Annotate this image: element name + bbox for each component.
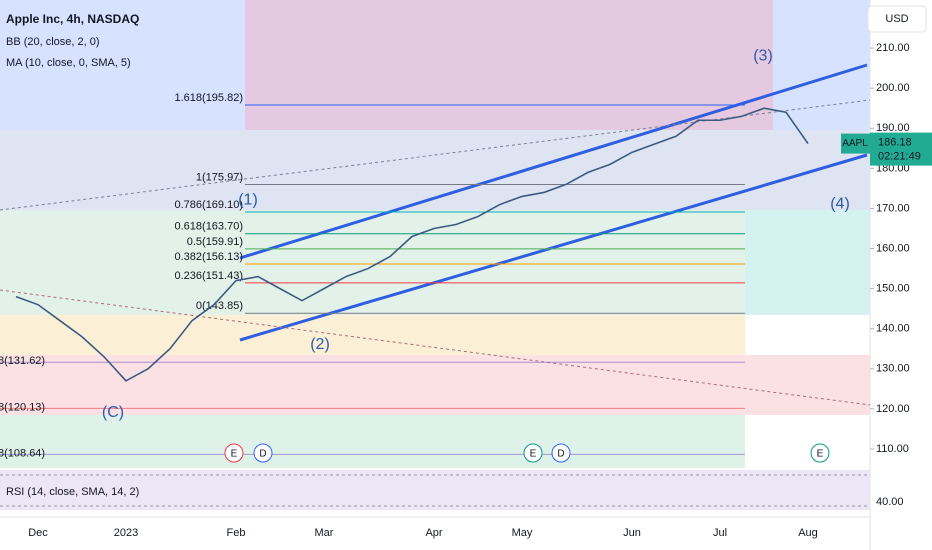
wave-label: (2) [310,336,330,353]
fib-label: 1.618(195.82) [175,92,244,104]
event-label: E [817,449,824,460]
wave-label: (1) [238,192,258,209]
fib-label: 0.5(159.91) [187,236,243,248]
wave-label: (3) [753,47,773,64]
zone [745,210,870,315]
symbol: AAPL [842,138,868,149]
x-tick-label: Jun [623,527,641,539]
y-tick-label: 150.00 [876,283,910,295]
zone [0,415,745,468]
channel [239,63,868,260]
fib-label: 8(131.62) [0,355,45,367]
fib-label: 0.236(151.43) [175,270,244,282]
fib-label: 8(108.64) [0,447,45,459]
wave-label: (4) [830,196,850,213]
x-tick-label: Dec [28,527,48,539]
event-label: D [557,449,564,460]
event-marker[interactable] [551,443,571,463]
x-tick-label: May [512,527,533,539]
fib-label: 0.786(169.10) [175,199,244,211]
x-tick-label: Mar [315,527,334,539]
x-tick-label: 2023 [114,527,138,539]
currency: USD [885,13,908,25]
rsi-title: RSI (14, close, SMA, 14, 2) [6,486,139,498]
event-marker[interactable] [810,443,830,463]
wave-label: (C) [102,404,124,421]
x-tick-label: Aug [798,527,818,539]
x-tick-label: Feb [227,527,246,539]
event-label: E [530,449,537,460]
fib-label: 0(143.85) [196,300,243,312]
event-marker[interactable] [523,443,543,463]
zone [0,355,870,415]
price-value: 186.18 [878,136,912,148]
zone [245,0,773,130]
chart-title: Apple Inc, 4h, NASDAQ [6,12,139,26]
countdown: 02:21:49 [878,150,921,162]
y-tick-label: 120.00 [876,403,910,415]
y-tick-label: 160.00 [876,242,910,254]
indicator: MA (10, close, 0, SMA, 5) [6,57,131,69]
price-line [15,107,809,382]
y-tick-label: 210.00 [876,42,910,54]
symbol-tag [841,133,870,154]
x-tick-label: Apr [425,527,442,539]
y-tick-label: 200.00 [876,82,910,94]
fib-label: 0.382(156.13) [175,251,244,263]
event-label: D [259,449,266,460]
y-tick-label: 190.00 [876,122,910,134]
rsi-tick: 40.00 [876,496,904,508]
channel [239,153,868,342]
zone [0,315,745,355]
fib-label: 8(120.13) [0,401,45,413]
rsi-band [0,470,870,510]
currency-box[interactable] [867,5,927,33]
event-marker[interactable] [224,443,244,463]
indicator: BB (20, close, 2, 0) [6,36,100,48]
price-tag [870,132,932,166]
y-tick-label: 110.00 [876,443,909,455]
x-tick-label: Jul [713,527,727,539]
y-tick-label: 170.00 [876,202,910,214]
trend [0,289,871,406]
event-marker[interactable] [253,443,273,463]
fib-label: 1(175.97) [196,171,243,183]
fib-label: 0.618(163.70) [175,221,244,233]
zone [0,210,745,315]
event-label: E [231,449,238,460]
price-axis [870,0,932,550]
trend [0,99,871,211]
y-tick-label: 130.00 [876,363,910,375]
y-tick-label: 140.00 [876,323,910,335]
